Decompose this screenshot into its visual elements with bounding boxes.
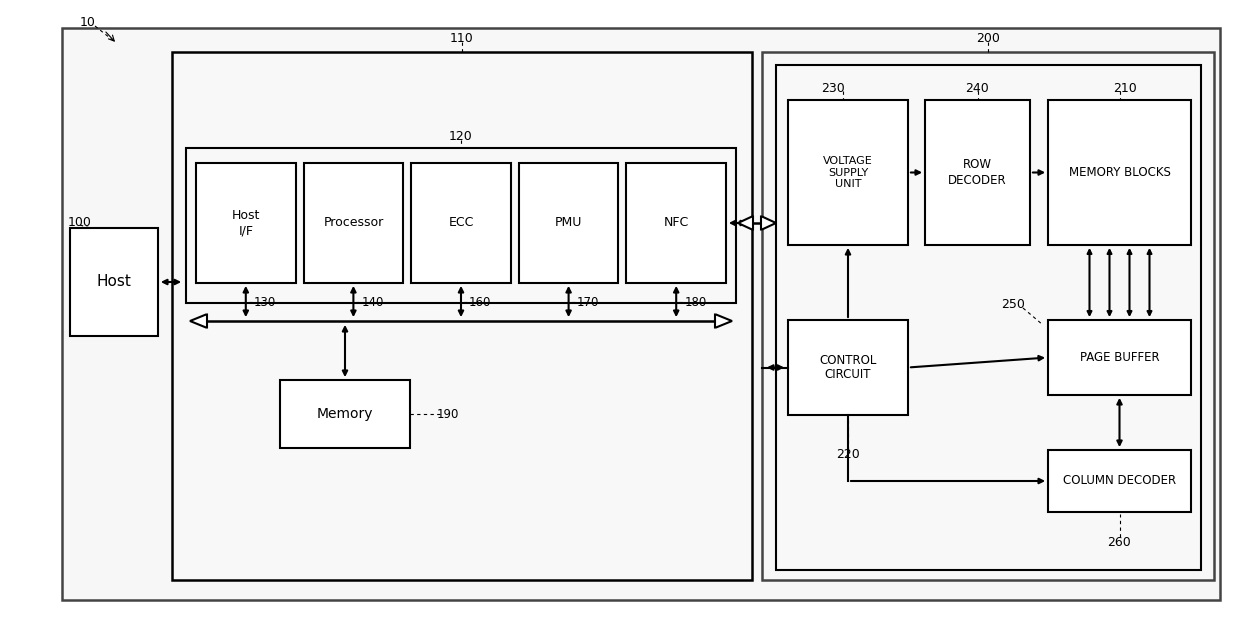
Text: 140: 140: [361, 295, 383, 309]
Text: 220: 220: [836, 449, 859, 462]
Bar: [626, 163, 725, 283]
Text: 260: 260: [1107, 536, 1131, 549]
Bar: [1048, 450, 1190, 512]
Text: 170: 170: [577, 295, 599, 309]
Text: Memory: Memory: [316, 407, 373, 421]
Bar: [412, 163, 511, 283]
Bar: [69, 228, 157, 336]
FancyArrow shape: [190, 314, 207, 328]
Text: ROW
DECODER: ROW DECODER: [949, 159, 1007, 186]
FancyArrow shape: [738, 217, 753, 229]
Bar: [1048, 100, 1190, 245]
Text: Processor: Processor: [324, 217, 383, 229]
Text: PMU: PMU: [556, 217, 583, 229]
Text: 130: 130: [254, 295, 277, 309]
Text: 120: 120: [449, 130, 472, 142]
Bar: [304, 163, 403, 283]
Text: 190: 190: [436, 408, 459, 420]
Text: VOLTAGE
SUPPLY
UNIT: VOLTAGE SUPPLY UNIT: [823, 156, 873, 189]
Bar: [925, 100, 1030, 245]
Bar: [776, 65, 1202, 570]
Bar: [518, 163, 619, 283]
Text: Host: Host: [97, 275, 131, 290]
Text: 210: 210: [1112, 81, 1136, 94]
Text: 110: 110: [450, 32, 474, 45]
FancyArrow shape: [761, 217, 776, 229]
Bar: [787, 100, 908, 245]
Bar: [186, 148, 737, 303]
FancyArrow shape: [715, 314, 732, 328]
Text: 240: 240: [966, 81, 990, 94]
Text: 180: 180: [684, 295, 707, 309]
Text: 10: 10: [81, 16, 95, 28]
Bar: [280, 380, 410, 448]
Text: Host
I/F: Host I/F: [232, 209, 260, 237]
Bar: [196, 163, 295, 283]
Text: 200: 200: [976, 32, 999, 45]
Text: MEMORY BLOCKS: MEMORY BLOCKS: [1069, 166, 1171, 179]
Bar: [787, 320, 908, 415]
Text: COLUMN DECODER: COLUMN DECODER: [1063, 474, 1176, 488]
Bar: [763, 52, 1214, 580]
Text: ECC: ECC: [449, 217, 474, 229]
Text: 160: 160: [469, 295, 491, 309]
Bar: [172, 52, 751, 580]
Text: 230: 230: [821, 81, 844, 94]
Text: 250: 250: [1001, 299, 1025, 311]
Bar: [1048, 320, 1190, 395]
Text: PAGE BUFFER: PAGE BUFFER: [1080, 351, 1159, 364]
Text: CONTROL
CIRCUIT: CONTROL CIRCUIT: [820, 353, 877, 382]
Text: 100: 100: [68, 215, 92, 229]
Text: NFC: NFC: [663, 217, 689, 229]
